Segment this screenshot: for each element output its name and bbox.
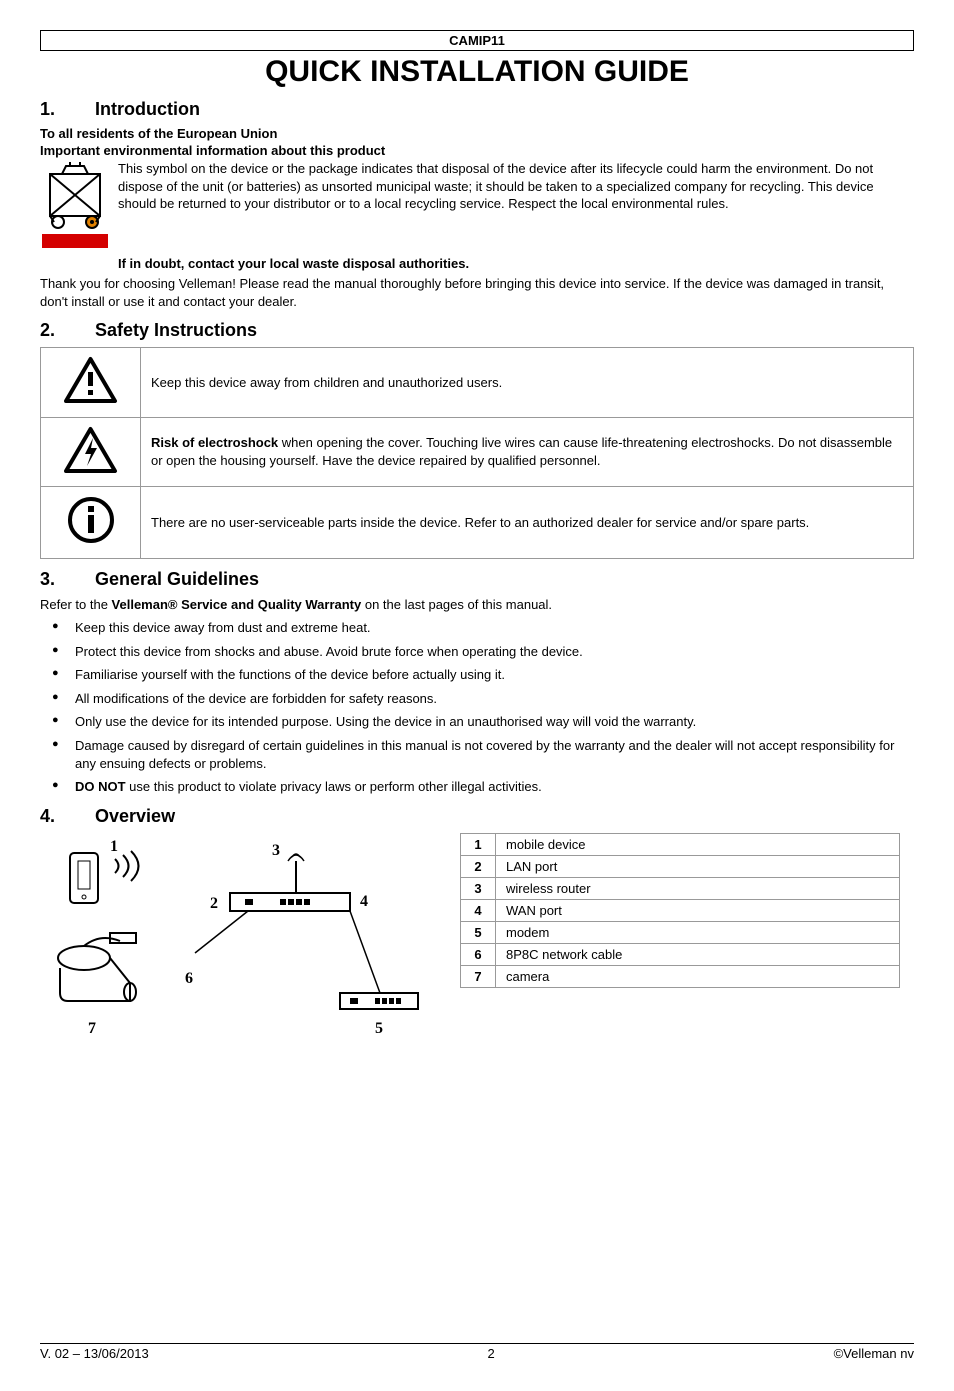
guideline-item: Keep this device away from dust and extr… bbox=[40, 619, 914, 637]
safety-row-1: Keep this device away from children and … bbox=[41, 348, 914, 418]
overview-num: 5 bbox=[461, 921, 496, 943]
weee-icon bbox=[40, 160, 110, 252]
section-2-heading: 2. Safety Instructions bbox=[40, 320, 914, 341]
diagram-label-6: 6 bbox=[185, 970, 193, 987]
overview-label: 8P8C network cable bbox=[496, 943, 900, 965]
section-4-title: Overview bbox=[95, 806, 175, 826]
footer-copyright: ©Velleman nv bbox=[834, 1346, 914, 1361]
intro-bold-2: Important environmental information abou… bbox=[40, 143, 914, 158]
intro-bold-1: To all residents of the European Union bbox=[40, 126, 914, 141]
section-2-num: 2. bbox=[40, 320, 90, 341]
overview-diagram: 1 3 2 4 bbox=[40, 833, 420, 1063]
safety-row-3: There are no user-serviceable parts insi… bbox=[41, 487, 914, 559]
overview-num: 3 bbox=[461, 877, 496, 899]
guideline-item: Only use the device for its intended pur… bbox=[40, 713, 914, 731]
diagram-label-1: 1 bbox=[110, 838, 118, 855]
overview-num: 2 bbox=[461, 855, 496, 877]
safety-text-2: Risk of electroshock when opening the co… bbox=[141, 417, 914, 487]
section-3-heading: 3. General Guidelines bbox=[40, 569, 914, 590]
section-2-title: Safety Instructions bbox=[95, 320, 257, 340]
overview-label: WAN port bbox=[496, 899, 900, 921]
diagram-label-7: 7 bbox=[88, 1020, 96, 1037]
guideline-item: Damage caused by disregard of certain gu… bbox=[40, 737, 914, 772]
weee-block: This symbol on the device or the package… bbox=[40, 160, 914, 252]
guideline-item: Familiarise yourself with the functions … bbox=[40, 666, 914, 684]
diagram-label-3: 3 bbox=[272, 842, 280, 859]
overview-wrap: 1 3 2 4 bbox=[40, 833, 914, 1063]
intro-para: Thank you for choosing Velleman! Please … bbox=[40, 275, 914, 310]
overview-num: 6 bbox=[461, 943, 496, 965]
overview-num: 1 bbox=[461, 833, 496, 855]
overview-label: camera bbox=[496, 965, 900, 987]
weee-text: This symbol on the device or the package… bbox=[118, 160, 914, 213]
section-4-num: 4. bbox=[40, 806, 90, 827]
safety-text-3: There are no user-serviceable parts insi… bbox=[141, 487, 914, 559]
electroshock-triangle-icon bbox=[41, 417, 141, 487]
overview-row: 5modem bbox=[461, 921, 900, 943]
section-1-heading: 1. Introduction bbox=[40, 99, 914, 120]
safety-table: Keep this device away from children and … bbox=[40, 347, 914, 559]
overview-label: mobile device bbox=[496, 833, 900, 855]
footer-page: 2 bbox=[488, 1346, 495, 1361]
overview-num: 7 bbox=[461, 965, 496, 987]
overview-table: 1mobile device 2LAN port 3wireless route… bbox=[460, 833, 900, 988]
section-1-title: Introduction bbox=[95, 99, 200, 119]
intro-bold-3: If in doubt, contact your local waste di… bbox=[118, 256, 914, 271]
section-4-heading: 4. Overview bbox=[40, 806, 914, 827]
diagram-label-5: 5 bbox=[375, 1020, 383, 1037]
overview-row: 1mobile device bbox=[461, 833, 900, 855]
section-1-num: 1. bbox=[40, 99, 90, 120]
diagram-label-2: 2 bbox=[210, 895, 218, 912]
product-code: CAMIP11 bbox=[449, 33, 505, 48]
overview-label: modem bbox=[496, 921, 900, 943]
overview-row: 2LAN port bbox=[461, 855, 900, 877]
guidelines-intro: Refer to the Velleman® Service and Quali… bbox=[40, 596, 914, 614]
guideline-item: All modifications of the device are forb… bbox=[40, 690, 914, 708]
section-3-num: 3. bbox=[40, 569, 90, 590]
overview-row: 4WAN port bbox=[461, 899, 900, 921]
safety-row-2: Risk of electroshock when opening the co… bbox=[41, 417, 914, 487]
footer-version: V. 02 – 13/06/2013 bbox=[40, 1346, 149, 1361]
page-footer: V. 02 – 13/06/2013 2 ©Velleman nv bbox=[40, 1343, 914, 1361]
overview-row: 7camera bbox=[461, 965, 900, 987]
guideline-item: Protect this device from shocks and abus… bbox=[40, 643, 914, 661]
overview-label: wireless router bbox=[496, 877, 900, 899]
info-circle-icon bbox=[41, 487, 141, 559]
safety-text-1: Keep this device away from children and … bbox=[141, 348, 914, 418]
guideline-item: DO NOT use this product to violate priva… bbox=[40, 778, 914, 796]
guidelines-list: Keep this device away from dust and extr… bbox=[40, 619, 914, 795]
document-header: CAMIP11 bbox=[40, 30, 914, 51]
overview-row: 68P8C network cable bbox=[461, 943, 900, 965]
weee-text-wrap: This symbol on the device or the package… bbox=[118, 160, 914, 252]
warning-triangle-icon bbox=[41, 348, 141, 418]
overview-label: LAN port bbox=[496, 855, 900, 877]
main-title: QUICK INSTALLATION GUIDE bbox=[40, 55, 914, 89]
diagram-label-4: 4 bbox=[360, 893, 368, 910]
overview-row: 3wireless router bbox=[461, 877, 900, 899]
section-3-title: General Guidelines bbox=[95, 569, 259, 589]
overview-num: 4 bbox=[461, 899, 496, 921]
